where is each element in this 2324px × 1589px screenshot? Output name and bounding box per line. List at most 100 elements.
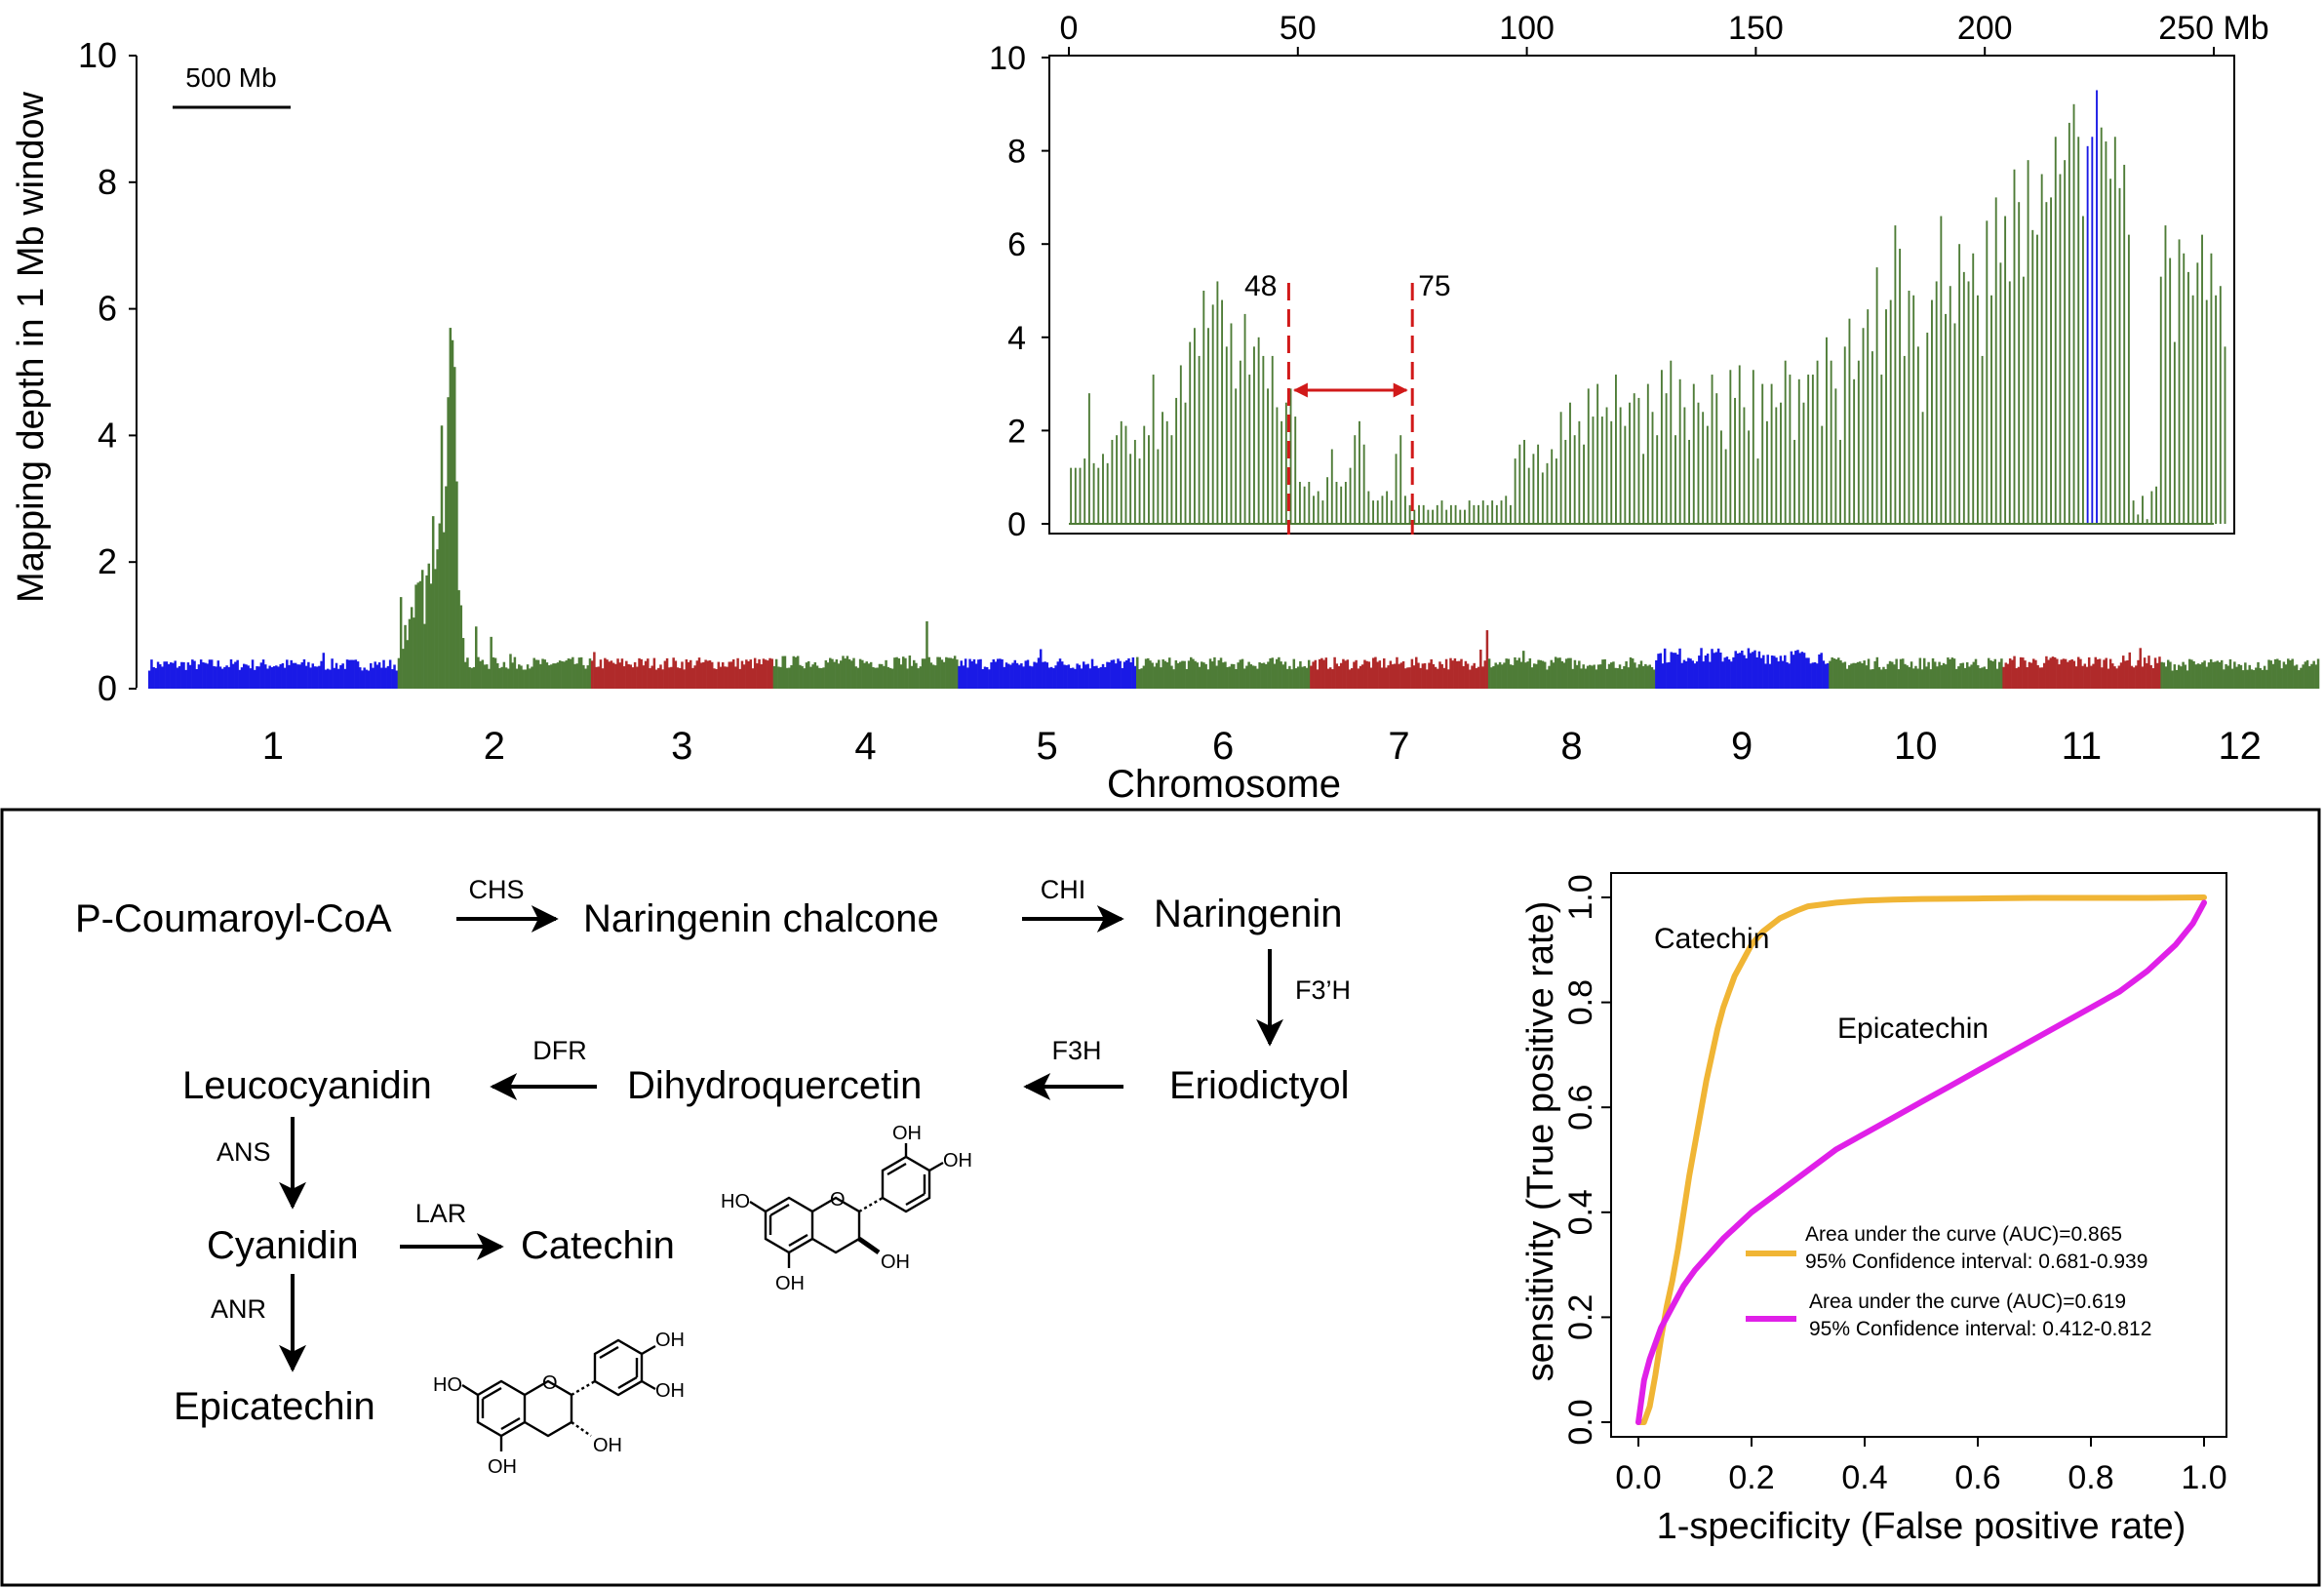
genome-bar — [1957, 666, 1960, 689]
inset-bar — [1162, 412, 1163, 524]
inset-bar — [1921, 412, 1924, 524]
genome-bar — [1200, 661, 1203, 689]
genome-bar — [1968, 666, 1971, 689]
genome-bar — [2139, 648, 2142, 689]
chromosome-label: 3 — [671, 725, 692, 768]
genome-bar — [1346, 659, 1350, 689]
genome-bar — [1639, 660, 1643, 689]
inset-bar — [1124, 425, 1127, 524]
genome-bar — [1505, 658, 1508, 689]
genome-bar — [2269, 660, 2272, 689]
genome-bar — [1115, 663, 1118, 689]
genome-bar — [620, 658, 624, 689]
genome-bar — [172, 662, 175, 689]
genome-bar — [2225, 663, 2227, 689]
inset-bar — [1670, 360, 1673, 524]
inset-bar — [1106, 462, 1109, 524]
inset-bar — [1359, 420, 1360, 524]
inset-bar — [2137, 514, 2140, 524]
genome-bar — [661, 669, 664, 689]
genome-bar — [1112, 659, 1116, 689]
genome-bar — [2287, 658, 2290, 689]
genome-bar — [2135, 665, 2138, 689]
inset-bar — [1610, 420, 1613, 524]
genome-bar — [2226, 665, 2230, 689]
genome-bar — [747, 660, 750, 689]
inset-bar — [1573, 435, 1576, 524]
genome-bar — [2013, 655, 2016, 689]
genome-bar — [1241, 658, 1244, 689]
inset-bar — [2072, 103, 2075, 525]
inset-bar — [1221, 299, 1224, 524]
inset-bar — [1395, 454, 1398, 524]
roc-legend-catechin-line1: Area under the curve (AUC)=0.865 — [1805, 1223, 2122, 1246]
inset-bar — [2205, 299, 2208, 524]
genome-bar — [2280, 668, 2283, 689]
genome-bar — [455, 481, 458, 689]
genome-bar — [835, 659, 839, 689]
compound-cyanidin: Cyanidin — [207, 1224, 359, 1267]
genome-bar — [1897, 669, 1901, 689]
genome-bar — [858, 658, 862, 689]
inset-bar — [1940, 216, 1943, 524]
genome-bar — [2076, 656, 2080, 689]
chromosome-label: 10 — [1894, 725, 1938, 768]
genome-bar — [2029, 662, 2033, 689]
genome-bar — [2032, 658, 2035, 689]
inset-bar — [2118, 187, 2121, 524]
genome-bar — [1328, 667, 1332, 689]
genome-bar — [283, 667, 287, 689]
genome-bar — [910, 665, 914, 689]
genome-bar — [1076, 663, 1079, 689]
genome-bar — [1258, 662, 1261, 689]
genome-bar — [218, 666, 222, 689]
inset-bar — [1074, 467, 1077, 524]
genome-bar — [1348, 669, 1352, 689]
genome-bar — [2111, 663, 2114, 689]
genome-bar — [599, 659, 603, 689]
genome-bar — [2239, 664, 2243, 689]
genome-bar — [453, 367, 456, 689]
genome-bar — [2074, 666, 2078, 689]
genome-bar — [402, 649, 405, 689]
genome-bar — [1668, 661, 1671, 689]
inset-bar — [1789, 375, 1792, 524]
genome-bar — [1219, 657, 1223, 689]
genome-bar — [1786, 661, 1789, 689]
genome-bar — [1629, 656, 1633, 689]
genome-bar — [1496, 664, 1500, 689]
genome-bar — [2162, 662, 2166, 689]
genome-bar — [363, 667, 366, 689]
genome-bar — [2298, 670, 2301, 689]
inset-bar — [1629, 402, 1631, 524]
genome-bar — [410, 607, 414, 689]
genome-bar — [2002, 666, 2005, 689]
genome-bar — [1723, 657, 1726, 689]
genome-bar — [783, 655, 787, 689]
genome-bar — [292, 662, 295, 689]
genome-bar — [1194, 660, 1197, 689]
genome-bar — [2252, 669, 2256, 689]
genome-bar — [582, 664, 585, 689]
genome-bar — [2067, 661, 2069, 689]
inset-bar — [1564, 439, 1567, 524]
genome-bar — [1800, 652, 1804, 689]
genome-bar — [1383, 657, 1386, 689]
genome-bar — [1192, 658, 1195, 689]
inset-bar — [1445, 509, 1448, 524]
genome-bar — [531, 666, 533, 689]
genome-bar — [413, 617, 415, 689]
genome-bar — [1599, 664, 1602, 689]
genome-bar — [960, 660, 963, 689]
genome-bar — [577, 657, 581, 689]
genome-bar — [1709, 661, 1712, 689]
genome-bar — [1374, 656, 1377, 689]
genome-bar — [1440, 663, 1443, 689]
genome-bar — [1906, 665, 1909, 689]
inset-y-tick-label: 8 — [1007, 134, 1026, 171]
genome-bar — [1976, 664, 1980, 689]
genome-bar — [522, 669, 525, 689]
genome-bar — [1453, 657, 1457, 689]
inset-bar — [2013, 169, 2016, 524]
enzyme-anr: ANR — [211, 1294, 266, 1324]
